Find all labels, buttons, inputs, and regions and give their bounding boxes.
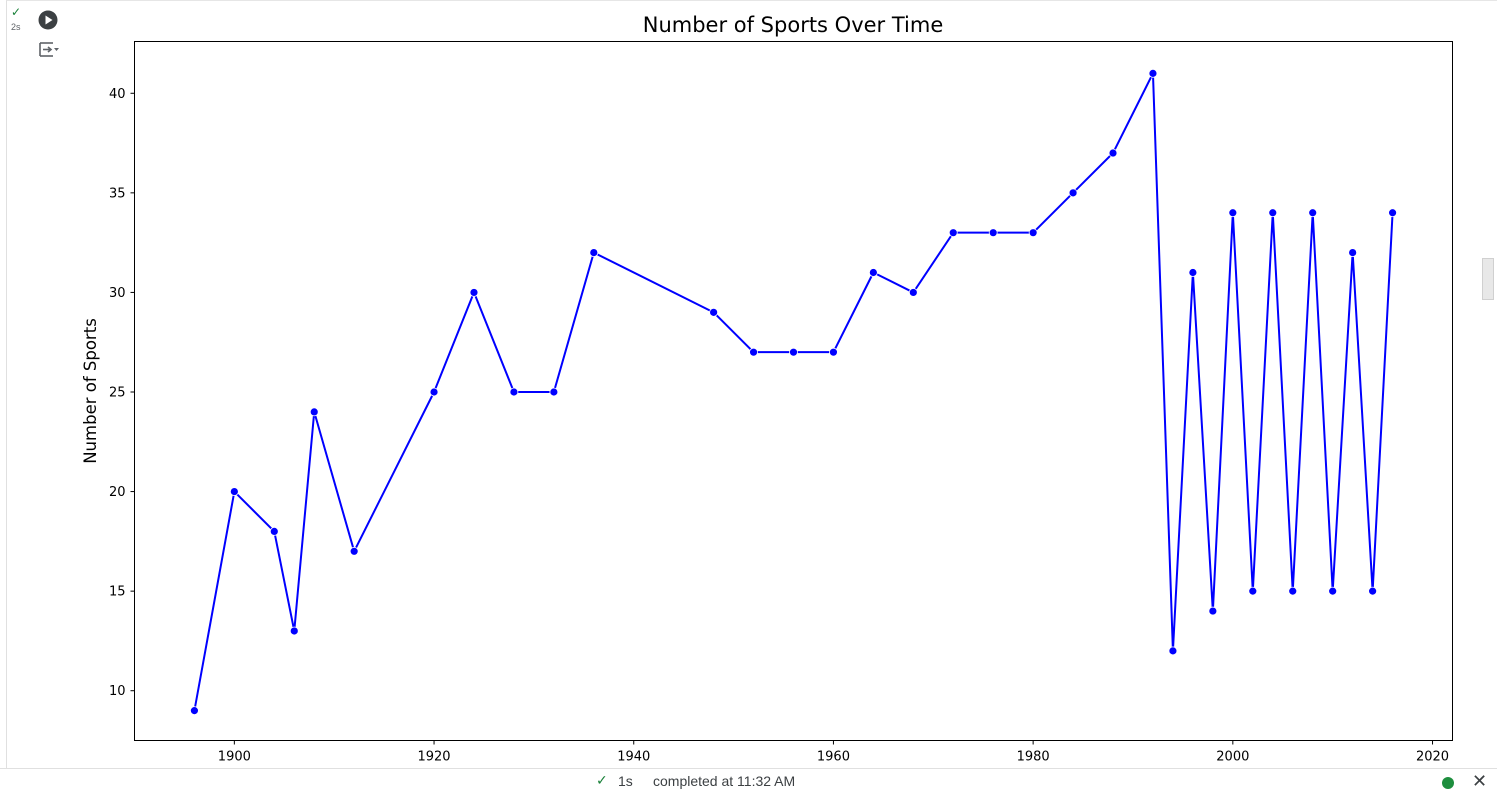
y-tick-label: 10 (109, 684, 126, 699)
data-point (1368, 586, 1378, 596)
data-point (309, 407, 319, 417)
x-tick-label: 1900 (218, 750, 251, 765)
data-point (1328, 586, 1338, 596)
line-chart: Number of Sports Over Time Number of Spo… (81, 13, 1453, 765)
data-point (229, 487, 239, 496)
y-tick-label: 40 (109, 87, 126, 102)
data-point (1228, 208, 1238, 218)
data-point (1168, 646, 1178, 656)
cell-gutter: ✓ 2s (0, 0, 80, 70)
data-point (1248, 586, 1258, 596)
series-group (190, 68, 1397, 716)
x-tick-label: 2020 (1416, 750, 1449, 765)
data-point (988, 228, 998, 238)
data-point (829, 347, 838, 357)
data-point (549, 387, 559, 397)
exec-time: 2s (11, 22, 21, 32)
y-axis-label: Number of Sports (81, 318, 100, 464)
y-tick-label: 20 (109, 485, 126, 500)
data-point (868, 268, 878, 277)
chart-title: Number of Sports Over Time (643, 13, 944, 37)
status-message: completed at 11:32 AM (653, 773, 796, 789)
data-point (509, 387, 519, 397)
exec-check-icon: ✓ (11, 5, 22, 19)
data-point (469, 288, 479, 297)
data-point (1308, 208, 1318, 218)
x-tick-label: 1920 (417, 750, 450, 765)
data-point (349, 546, 359, 556)
data-point (269, 526, 279, 536)
y-tick-label: 15 (109, 585, 126, 600)
data-point (1348, 248, 1358, 257)
data-point (429, 387, 439, 397)
scrollbar-thumb[interactable] (1482, 258, 1494, 300)
x-axis: 1900 1920 1940 1960 1980 2000 2020 (218, 740, 1449, 765)
x-tick-label: 2000 (1216, 750, 1249, 765)
run-cell-button[interactable] (38, 10, 58, 30)
connection-status-icon (1442, 777, 1454, 789)
data-point (789, 347, 798, 357)
plot-frame (134, 41, 1453, 741)
status-check-icon: ✓ (596, 772, 608, 788)
close-icon[interactable]: ✕ (1472, 771, 1488, 791)
data-point (1388, 208, 1397, 218)
data-point (289, 626, 299, 636)
y-axis: 10 15 20 25 30 35 40 (109, 87, 135, 699)
data-point (190, 706, 199, 716)
data-point (1068, 188, 1078, 198)
status-bar: ✓ 1s completed at 11:32 AM ✕ (0, 768, 1497, 791)
data-point (1268, 208, 1278, 218)
data-point (749, 347, 758, 357)
y-tick-label: 35 (109, 186, 126, 201)
data-point (709, 307, 719, 317)
x-tick-label: 1960 (817, 750, 850, 765)
data-point (948, 228, 958, 238)
data-point (589, 248, 599, 257)
status-duration: 1s (618, 773, 633, 789)
data-point (1188, 268, 1198, 277)
y-tick-label: 30 (109, 286, 126, 301)
x-tick-label: 1940 (617, 750, 650, 765)
y-tick-label: 25 (109, 385, 126, 400)
output-toggle-icon[interactable] (37, 39, 61, 59)
data-point (1028, 228, 1038, 238)
data-point (1208, 606, 1218, 616)
data-point (1108, 148, 1118, 158)
data-point (1148, 68, 1158, 78)
notebook-cell (6, 0, 1497, 768)
data-point (1288, 586, 1298, 596)
x-tick-label: 1980 (1017, 750, 1050, 765)
data-point (908, 288, 918, 297)
